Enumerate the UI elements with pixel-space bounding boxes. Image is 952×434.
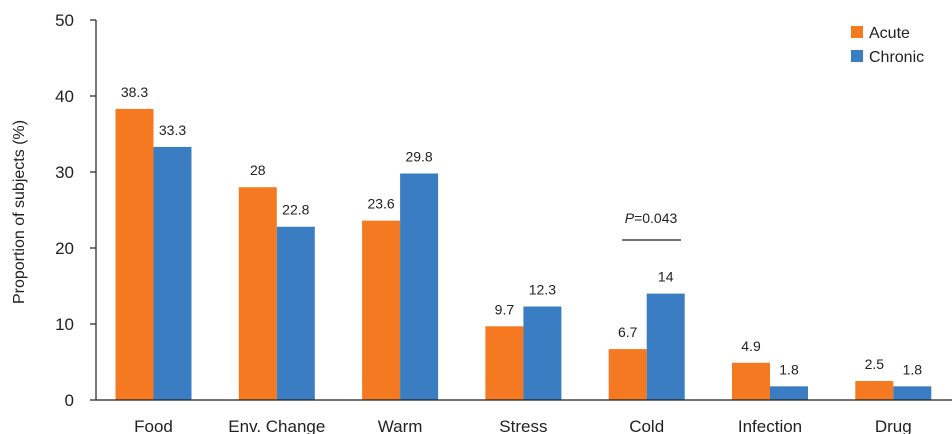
bar-acute (608, 349, 647, 400)
data-label: 2.5 (865, 356, 885, 372)
y-tick-label: 0 (65, 391, 74, 410)
data-label: 12.3 (529, 282, 556, 298)
legend-swatch-chronic (851, 50, 863, 62)
legend-label-acute: Acute (869, 25, 910, 42)
legend-swatch-acute (851, 26, 863, 38)
p-value-text: P=0.043 (625, 210, 678, 226)
data-label: 33.3 (159, 122, 186, 138)
data-label: 14 (658, 269, 674, 285)
legend-label-chronic: Chronic (869, 49, 924, 66)
bar-acute (115, 108, 154, 401)
data-label: 1.8 (903, 361, 923, 377)
y-tick-label: 50 (55, 11, 74, 30)
bar-chronic (276, 226, 315, 400)
x-category-label: Drug (875, 417, 912, 434)
x-category-label: Food (134, 417, 173, 434)
x-category-label: Cold (629, 417, 664, 434)
bar-chronic (646, 293, 685, 400)
bar-chronic (153, 146, 192, 400)
legend: Acute Chronic (851, 25, 924, 66)
y-axis-title: Proportion of subjects (%) (11, 120, 28, 304)
bar-chronic (523, 306, 562, 400)
y-tick-label: 40 (55, 87, 74, 106)
bar-acute (732, 362, 770, 400)
x-category-label: Stress (499, 417, 547, 434)
data-label: 9.7 (495, 301, 515, 317)
bar-acute (485, 326, 524, 400)
data-label: 38.3 (121, 84, 148, 100)
data-label: 1.8 (779, 361, 799, 377)
data-label: 23.6 (367, 196, 394, 212)
data-label: 4.9 (741, 338, 761, 354)
x-category-label: Warm (378, 417, 423, 434)
bar-acute (855, 381, 894, 400)
bar-chronic (400, 173, 439, 400)
data-label: 22.8 (282, 202, 309, 218)
bar-chronic (893, 386, 932, 400)
x-category-label: Infection (738, 417, 802, 434)
bar-chronic (770, 386, 808, 400)
y-tick-label: 20 (55, 239, 74, 258)
bar-acute (362, 220, 401, 400)
data-label: 29.8 (405, 149, 432, 165)
x-category-label: Env. Change (228, 417, 325, 434)
significance-annotation: P=0.043 (622, 210, 681, 241)
y-tick-label: 10 (55, 315, 74, 334)
bar-acute (238, 187, 277, 400)
data-label: 6.7 (618, 324, 638, 340)
y-tick-label: 30 (55, 163, 74, 182)
data-label: 28 (250, 162, 266, 178)
